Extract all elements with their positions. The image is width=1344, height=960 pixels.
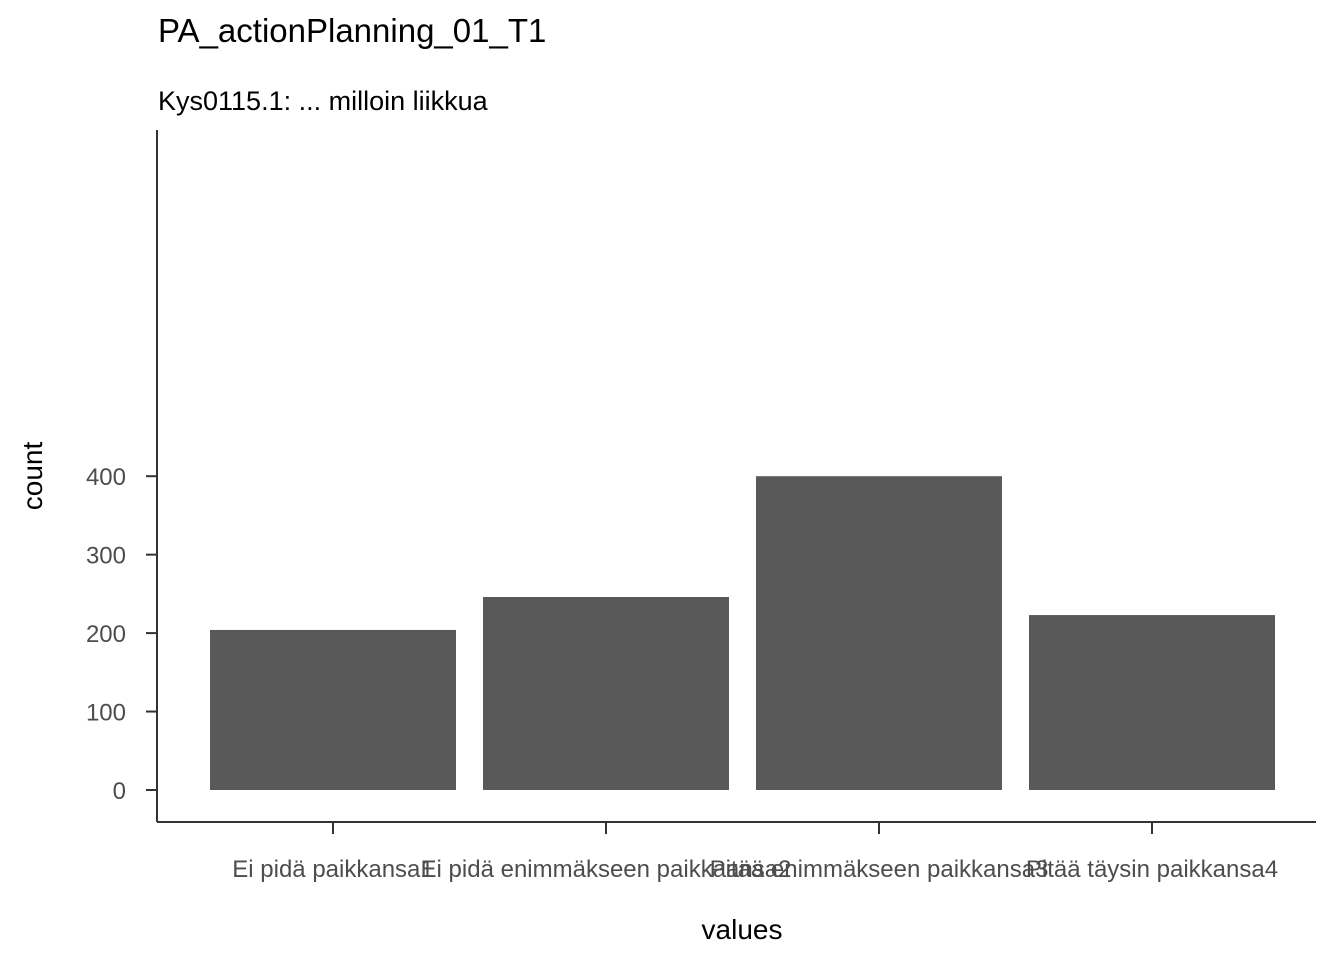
bar-3 xyxy=(756,476,1002,790)
y-axis: 0 100 200 300 400 xyxy=(86,464,157,805)
bar-2 xyxy=(483,597,729,790)
x-tick-label: Pitää enimmäkseen paikkansa3 xyxy=(710,856,1049,883)
y-tick-label: 100 xyxy=(86,700,126,727)
chart-subtitle: Kys0115.1: ... milloin liikkua xyxy=(158,86,489,116)
chart-title: PA_actionPlanning_01_T1 xyxy=(158,12,546,49)
x-tick-label: Ei pidä enimmäkseen paikkaansa2 xyxy=(421,856,792,883)
x-tick-label: Ei pidä paikkansa1 xyxy=(232,856,433,883)
y-tick-label: 0 xyxy=(113,778,126,805)
y-axis-title: count xyxy=(17,442,48,511)
y-tick-label: 400 xyxy=(86,464,126,491)
bars-group xyxy=(210,476,1275,790)
bar-1 xyxy=(210,629,456,790)
bar-4 xyxy=(1029,615,1275,790)
x-tick-label: Pitää täysin paikkansa4 xyxy=(1026,856,1278,883)
y-tick-label: 300 xyxy=(86,543,126,570)
y-tick-label: 200 xyxy=(86,621,126,648)
x-axis-title: values xyxy=(702,914,783,945)
